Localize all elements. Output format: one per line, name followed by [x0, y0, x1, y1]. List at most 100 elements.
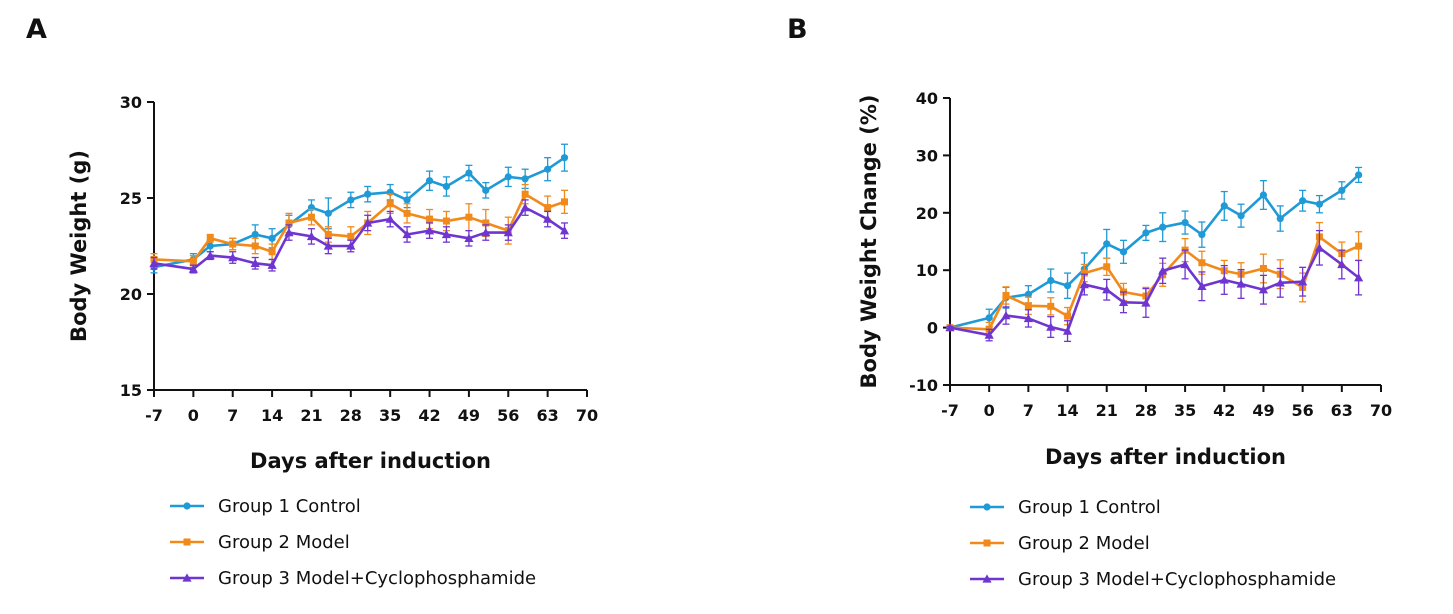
data-point: [543, 214, 553, 223]
data-point: [561, 198, 569, 206]
legend-entry-3: Group 3 Model+Cyclophosphamide: [970, 569, 1336, 590]
panel-b: B -10 0 10 20 30 40 -7 0 7 14 21 28 35 42 49 56 63 70 Body…: [726, 0, 1453, 614]
data-point: [1259, 191, 1268, 199]
legend-entry-1: Group 1 Control: [970, 497, 1161, 518]
data-point: [984, 330, 994, 339]
legend-label: Group 3 Model+Cyclophosphamide: [218, 568, 536, 589]
data-point: [1079, 279, 1089, 289]
data-point: [346, 241, 356, 250]
data-point: [465, 169, 473, 177]
data-point: [1355, 171, 1363, 179]
legend-label: Group 1 Control: [218, 496, 361, 517]
data-point: [985, 314, 993, 322]
x-tick-label: 56: [1292, 401, 1314, 420]
data-point: [1063, 282, 1072, 290]
data-point: [1141, 298, 1151, 307]
data-point: [442, 182, 451, 191]
x-tick-label: 21: [1096, 401, 1118, 420]
data-point: [1158, 266, 1168, 275]
x-tick-label: 49: [458, 406, 480, 425]
data-point: [307, 213, 315, 221]
data-point: [251, 242, 259, 250]
data-point: [521, 190, 529, 198]
data-point: [503, 227, 513, 237]
data-point: [442, 217, 450, 225]
data-point: [544, 204, 552, 212]
series-line: [153, 156, 566, 269]
body-weight-change-chart: -10 0 10 20 30 40 -7 0 7 14 21 28 35 42 49 56 63 70 Body W…: [857, 89, 1392, 590]
data-point: [559, 226, 570, 235]
x-tick-label: 28: [340, 406, 362, 425]
data-point: [268, 234, 276, 242]
legend-label: Group 2 Model: [1018, 533, 1150, 554]
data-point: [1159, 223, 1167, 231]
data-point: [1198, 259, 1206, 267]
data-point: [1315, 200, 1324, 208]
y-tick-label: 30: [916, 146, 938, 165]
data-point: [482, 219, 490, 227]
data-point: [189, 257, 197, 265]
data-point: [229, 240, 237, 248]
y-tick-label: 30: [120, 93, 142, 112]
x-tick-label: 14: [261, 406, 283, 425]
y-tick-label: 20: [916, 204, 938, 223]
data-point: [1047, 276, 1055, 285]
x-tick-label: 56: [497, 406, 519, 425]
x-tick-label: 7: [1023, 401, 1034, 420]
x-tick-label: -7: [145, 406, 163, 425]
legend-label: Group 3 Model+Cyclophosphamide: [1018, 569, 1336, 590]
data-point: [1198, 231, 1206, 239]
legend-entry-2: Group 2 Model: [170, 532, 350, 553]
x-tick-label: 70: [576, 406, 598, 425]
data-point: [482, 186, 490, 194]
data-point: [1276, 214, 1284, 223]
data-point: [1024, 290, 1032, 298]
data-point: [205, 251, 215, 260]
series-1: [150, 143, 569, 274]
x-tick-label: 0: [984, 401, 995, 420]
legend-marker: [183, 502, 191, 510]
data-point: [324, 230, 332, 238]
data-point: [520, 203, 530, 212]
panel-a-label: A: [26, 14, 47, 45]
data-point: [521, 175, 529, 183]
data-point: [363, 218, 373, 227]
data-point: [347, 196, 355, 204]
x-tick-label: 21: [300, 406, 322, 425]
series-line: [949, 246, 1360, 337]
data-point: [1062, 326, 1073, 335]
data-point: [1314, 243, 1325, 252]
data-point: [1337, 259, 1347, 269]
x-tick-label: 42: [1213, 401, 1235, 420]
x-tick-label: 35: [379, 406, 401, 425]
y-tick-label: 40: [916, 89, 938, 108]
series-line: [153, 192, 565, 263]
x-tick-label: 14: [1056, 401, 1078, 420]
data-point: [1024, 302, 1032, 310]
data-point: [1219, 275, 1229, 284]
data-point: [1001, 310, 1011, 320]
panel-b-label: B: [787, 14, 808, 45]
legend-marker: [183, 538, 191, 546]
data-point: [385, 214, 395, 223]
data-point: [1118, 297, 1129, 307]
data-point: [945, 323, 955, 332]
legend-marker: [182, 573, 192, 582]
y-tick-label: 15: [120, 381, 142, 400]
data-point: [1102, 285, 1112, 294]
data-point: [403, 209, 411, 217]
data-point: [1180, 259, 1190, 269]
data-point: [149, 258, 159, 267]
data-point: [268, 248, 276, 256]
data-point: [251, 230, 259, 239]
data-point: [386, 200, 394, 208]
data-point: [1142, 229, 1150, 237]
legend-marker: [983, 503, 991, 511]
data-point: [250, 258, 260, 267]
data-point: [228, 252, 238, 262]
data-point: [1002, 291, 1010, 299]
x-tick-label: 42: [418, 406, 440, 425]
x-axis-title: Days after induction: [250, 449, 491, 473]
y-axis-title: Body Weight (g): [67, 150, 91, 342]
data-point: [347, 232, 355, 240]
